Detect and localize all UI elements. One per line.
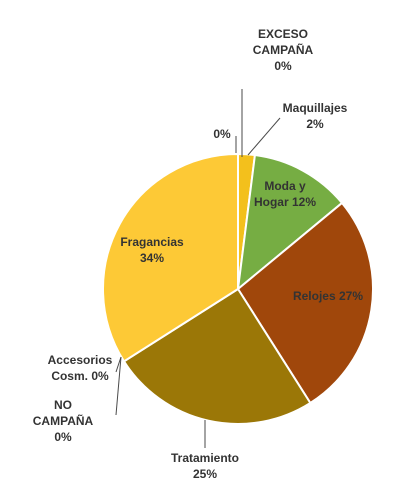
slice-label-line: 34% xyxy=(140,251,164,265)
labels-layer: EXCESO CAMPAÑA 0%Maquillajes 2%Moda y Hogar … xyxy=(33,27,364,481)
slice-label-line: 25% xyxy=(193,467,217,481)
slice-label-line: Accesorios xyxy=(48,353,113,367)
leader-line-maquillajes xyxy=(247,117,281,156)
slice-label-line: Relojes 27% xyxy=(293,289,363,303)
leader-lines-layer xyxy=(115,89,281,448)
slice-label-line: CAMPAÑA xyxy=(33,413,94,428)
slice-label-line: 0% xyxy=(54,430,72,444)
slice-label-line: Hogar 12% xyxy=(254,195,316,209)
leader-line-no-campana xyxy=(115,356,122,416)
slice-label-tratamiento: Tratamiento 25% xyxy=(171,451,239,481)
slice-label-line: Maquillajes xyxy=(283,101,348,115)
slice-label-fragancias: Fragancias 34% xyxy=(120,235,184,265)
slices-layer xyxy=(102,152,374,425)
leader-line-accesorios-cosm xyxy=(115,356,122,373)
slice-label-line: CAMPAÑA xyxy=(253,42,314,57)
slice-label-line: 2% xyxy=(306,117,324,131)
pie-slice-tratamiento xyxy=(122,287,312,425)
slice-label-no-campana: NO CAMPAÑA 0% xyxy=(33,398,94,444)
pie-slice-moda-y-hogar xyxy=(236,153,344,292)
slice-label-moda-y-hogar: Moda y Hogar 12% xyxy=(254,179,316,209)
slice-label-unnamed-8: 0% xyxy=(213,127,231,141)
slice-label-line: Fragancias xyxy=(120,235,184,249)
slice-label-line: Cosm. 0% xyxy=(51,369,109,383)
slice-label-line: 0% xyxy=(213,127,231,141)
slice-label-line: NO xyxy=(54,398,72,412)
slice-label-line: Tratamiento xyxy=(171,451,239,465)
slice-label-exceso-campana: EXCESO CAMPAÑA 0% xyxy=(253,27,314,73)
pie-slice-relojes xyxy=(236,201,374,405)
slice-label-maquillajes: Maquillajes 2% xyxy=(283,101,348,131)
slice-label-accesorios-cosm: Accesorios Cosm. 0% xyxy=(48,353,113,383)
slice-label-line: 0% xyxy=(274,59,292,73)
slice-label-line: Moda y xyxy=(264,179,306,193)
slice-label-relojes: Relojes 27% xyxy=(293,289,363,303)
pie-slice-fragancias xyxy=(102,152,239,363)
slice-label-line: EXCESO xyxy=(258,27,308,41)
